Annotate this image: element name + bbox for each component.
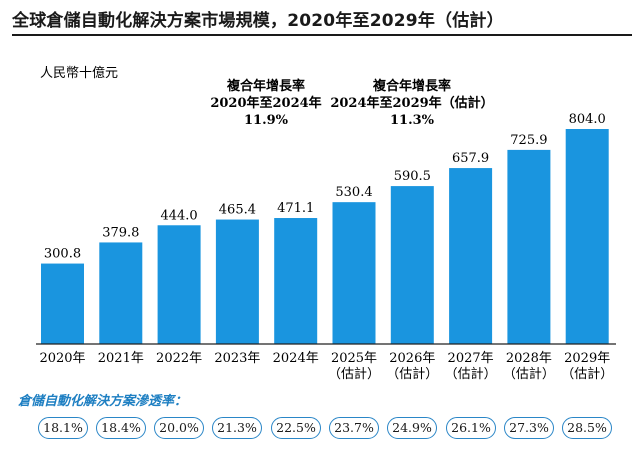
penetration-rate-title: 倉儲自動化解決方案滲透率： [18, 394, 188, 409]
x-tick-label-6-0: 2026年 [389, 351, 435, 366]
penetration-rate-pill-9: 28.5% [562, 417, 612, 439]
x-tick-label-5-1: （估計） [328, 366, 380, 382]
value-label-6: 590.5 [394, 169, 431, 184]
penetration-rate-pill-1: 18.4% [96, 417, 146, 439]
bar-9 [565, 129, 609, 344]
penetration-rate-pill-4: 22.5% [271, 417, 321, 439]
y-axis-unit-label: 人民幣十億元 [40, 65, 118, 81]
cagr-annotation-1-line-1: 2024年至2029年（估計） [330, 95, 493, 111]
cagr-annotation-0-line-1: 2020年至2024年 [210, 95, 321, 111]
bar-3 [215, 219, 259, 344]
value-label-4: 471.1 [277, 201, 314, 216]
cagr-annotation-0-line-0: 複合年增長率 [226, 78, 305, 94]
x-tick-label-5-0: 2025年 [331, 351, 377, 366]
cagr-annotations: 複合年增長率2020年至2024年11.9%複合年增長率2024年至2029年（… [210, 78, 493, 128]
bar-5 [332, 202, 376, 344]
x-tick-label-7-1: （估計） [445, 366, 497, 382]
penetration-rate-pill-2: 20.0% [154, 417, 204, 439]
bars [41, 129, 609, 344]
value-label-5: 530.4 [335, 185, 372, 200]
cagr-annotation-1-line-0: 複合年增長率 [372, 78, 451, 94]
value-labels: 300.8 379.8 444.0 465.4 471.1 530.4 590.5 657.9… [44, 112, 606, 262]
cagr-annotation-1-line-2: 11.3% [390, 113, 435, 128]
value-label-3: 465.4 [219, 203, 256, 218]
bar-7 [449, 168, 493, 344]
bar-8 [507, 149, 551, 344]
title-underline [12, 34, 632, 36]
bar-2 [157, 225, 201, 344]
value-label-9: 804.0 [569, 112, 606, 127]
x-tick-label-8-0: 2028年 [506, 351, 552, 366]
x-axis-labels: 2020年 2021年 2022年 2023年 2024年 2025年（估計）2026年（… [39, 351, 613, 382]
x-tick-label-9-0: 2029年 [564, 351, 610, 366]
x-tick-label-4-0: 2024年 [273, 351, 319, 366]
x-tick-label-7-0: 2027年 [448, 351, 494, 366]
bar-1 [99, 242, 143, 344]
bar-4 [274, 218, 318, 344]
bar-6 [390, 186, 434, 344]
penetration-rate-pill-3: 21.3% [212, 417, 262, 439]
value-label-0: 300.8 [44, 247, 81, 262]
chart-title: 全球倉儲自動化解決方案市場規模，2020年至2029年（估計） [12, 11, 504, 31]
penetration-rate-pill-8: 27.3% [504, 417, 554, 439]
x-tick-label-3-0: 2023年 [214, 351, 260, 366]
penetration-rate-pill-6: 24.9% [387, 417, 437, 439]
bar-0 [41, 263, 84, 344]
x-tick-label-9-1: （估計） [561, 366, 613, 382]
x-tick-label-8-1: （估計） [503, 366, 555, 382]
penetration-rate-pill-0: 18.1% [38, 417, 88, 439]
x-tick-label-2-0: 2022年 [156, 351, 202, 366]
x-tick-label-0-0: 2020年 [39, 351, 85, 366]
penetration-rate-pill-7: 26.1% [446, 417, 496, 439]
cagr-annotation-0-line-2: 11.9% [244, 113, 289, 128]
value-label-7: 657.9 [452, 151, 489, 166]
x-tick-label-6-1: （估計） [386, 366, 438, 382]
value-label-2: 444.0 [160, 208, 197, 223]
penetration-rate-pill-5: 23.7% [329, 417, 379, 439]
x-tick-label-1-0: 2021年 [98, 351, 144, 366]
value-label-8: 725.9 [510, 133, 547, 148]
value-label-1: 379.8 [102, 225, 139, 240]
